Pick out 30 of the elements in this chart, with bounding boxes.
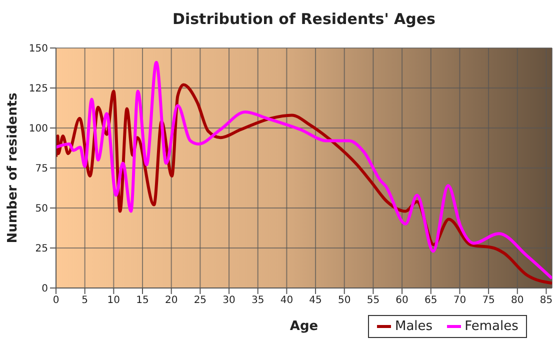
- x-tick-label: 50: [338, 295, 351, 306]
- x-axis-title: Age: [290, 319, 318, 334]
- y-tick-label: 125: [28, 84, 48, 95]
- y-tick-label: 150: [28, 44, 48, 55]
- y-tick-label: 50: [35, 204, 48, 215]
- x-tick-label: 30: [222, 295, 236, 306]
- x-tick-label: 45: [309, 295, 322, 306]
- y-tick-label: 0: [42, 284, 48, 295]
- x-tick-label: 35: [251, 295, 264, 306]
- x-tick-label: 70: [453, 295, 466, 306]
- x-tick-label: 65: [424, 295, 438, 306]
- x-tick-label: 60: [396, 295, 408, 306]
- y-axis-title: Number of residents: [6, 92, 21, 244]
- x-tick-label: 5: [82, 295, 88, 306]
- y-tick-label: 100: [28, 124, 48, 135]
- legend-label: Females: [464, 319, 518, 334]
- x-tick-label: 85: [540, 295, 553, 306]
- x-tick-label: 40: [280, 295, 294, 306]
- x-tick-label: 75: [482, 295, 495, 306]
- x-tick-label: 20: [164, 295, 178, 306]
- x-tick-label: 25: [194, 295, 207, 306]
- y-tick-label: 75: [35, 164, 48, 175]
- x-tick-label: 80: [511, 295, 524, 306]
- chart-title: Distribution of Residents' Ages: [172, 10, 436, 28]
- legend-label: Males: [394, 319, 433, 334]
- x-tick-label: 0: [52, 295, 60, 306]
- x-tick-label: 10: [107, 295, 120, 306]
- x-tick-label: 55: [366, 295, 380, 306]
- x-tick-label: 15: [136, 295, 149, 306]
- y-tick-label: 25: [35, 244, 48, 255]
